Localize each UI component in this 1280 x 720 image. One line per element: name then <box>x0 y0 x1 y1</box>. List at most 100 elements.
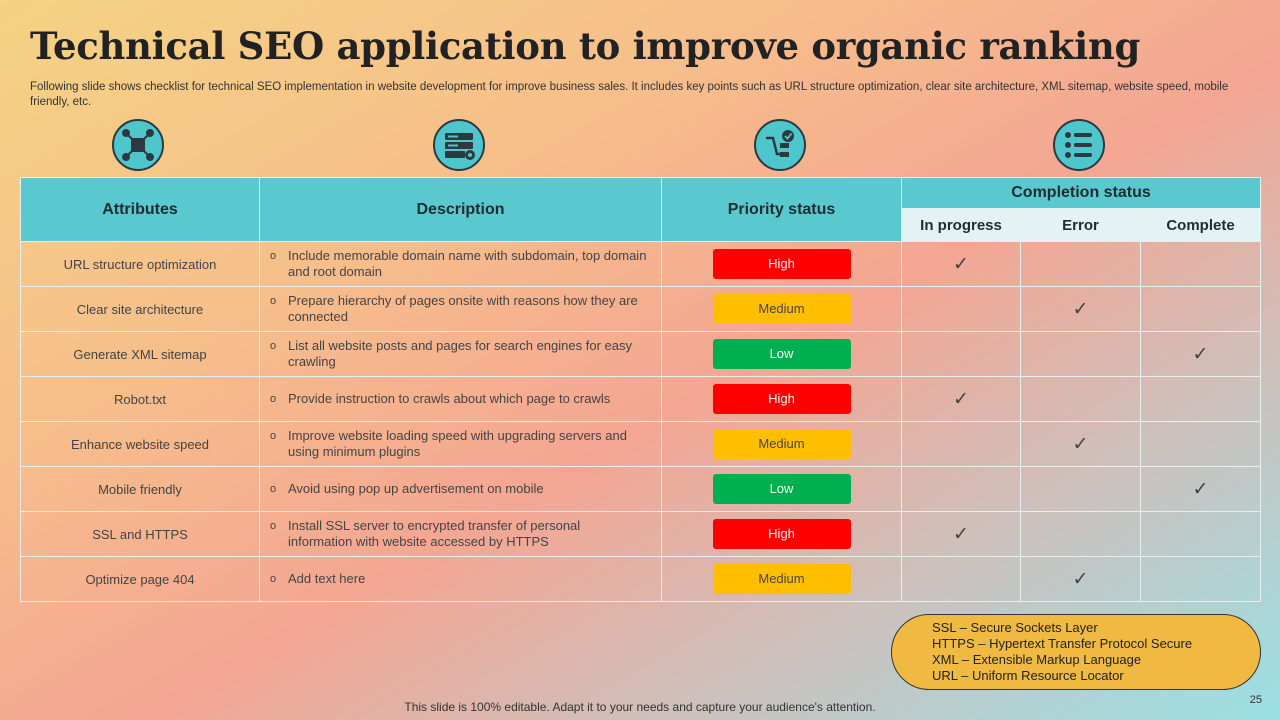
table-row: Clear site architecture o Prepare hierarch… <box>20 286 1262 332</box>
check-icon: ✓ <box>953 253 969 275</box>
header-completion-status: Completion status <box>900 177 1262 209</box>
priority-badge: Low <box>712 339 851 369</box>
attribute-cell: Clear site architecture <box>20 286 260 332</box>
priority-cell: High <box>661 511 902 557</box>
description-text: Prepare hierarchy of pages onsite with r… <box>288 293 638 324</box>
status-complete-cell <box>1139 286 1262 332</box>
header-in-progress: In progress <box>901 208 1021 242</box>
page-number: 25 <box>1249 694 1262 706</box>
status-error-cell <box>1020 241 1141 287</box>
status-complete-cell <box>1139 556 1262 602</box>
header-attributes: Attributes <box>20 177 260 242</box>
bullet-icon: o <box>270 295 277 307</box>
footer-note: This slide is 100% editable. Adapt it to… <box>404 700 876 714</box>
header-error: Error <box>1020 208 1141 242</box>
bullet-icon: o <box>270 520 277 532</box>
check-icon: ✓ <box>1072 568 1089 590</box>
bullet-icon: o <box>270 393 277 405</box>
priority-badge: Low <box>712 474 851 504</box>
check-icon: ✓ <box>1192 478 1209 500</box>
status-in-progress-cell <box>901 466 1021 512</box>
status-in-progress-cell: ✓ <box>901 241 1021 287</box>
bullet-icon: o <box>270 573 277 585</box>
status-complete-cell <box>1139 376 1262 422</box>
table-row: Enhance website speed o Improve website lo… <box>20 421 1262 467</box>
header-description: Description <box>259 177 662 242</box>
table-row: Optimize page 404 o Add text here Medium ✓ <box>20 556 1262 602</box>
attribute-cell: SSL and HTTPS <box>20 511 260 557</box>
priority-badge: High <box>712 249 851 279</box>
bullet-icon: o <box>270 340 277 352</box>
checklist-icon <box>1053 119 1105 171</box>
attribute-cell: Optimize page 404 <box>20 556 260 602</box>
table-row: URL structure optimization o Include memor… <box>20 241 1262 287</box>
table-row: Mobile friendly o Avoid using pop up adver… <box>20 466 1262 512</box>
description-cell: o Prepare hierarchy of pages onsite with … <box>259 286 662 332</box>
abbreviation-legend: SSL – Secure Sockets Layer HTTPS – Hyper… <box>891 614 1261 690</box>
description-text: Install SSL server to encrypted transfer… <box>288 518 581 549</box>
description-cell: o Improve website loading speed with upgr… <box>259 421 662 467</box>
status-error-cell <box>1020 331 1141 377</box>
description-text: Avoid using pop up advertisement on mobi… <box>288 481 544 496</box>
status-error-cell <box>1020 376 1141 422</box>
status-error-cell: ✓ <box>1020 556 1141 602</box>
legend-item: SSL – Secure Sockets Layer <box>932 620 1098 635</box>
table-row: SSL and HTTPS o Install SSL server to encr… <box>20 511 1262 557</box>
status-in-progress-cell: ✓ <box>901 376 1021 422</box>
description-cell: o Avoid using pop up advertisement on mob… <box>259 466 662 512</box>
page-title: Technical SEO application to improve org… <box>30 24 1141 68</box>
priority-cell: High <box>661 241 902 287</box>
check-icon: ✓ <box>1072 298 1089 320</box>
description-text: List all website posts and pages for sea… <box>288 338 632 369</box>
check-icon: ✓ <box>953 523 969 545</box>
status-complete-cell <box>1139 421 1262 467</box>
status-error-cell: ✓ <box>1020 286 1141 332</box>
legend-item: URL – Uniform Resource Locator <box>932 668 1124 683</box>
bullet-icon: o <box>270 430 277 442</box>
status-in-progress-cell <box>901 556 1021 602</box>
status-in-progress-cell <box>901 286 1021 332</box>
status-error-cell: ✓ <box>1020 421 1141 467</box>
status-in-progress-cell <box>901 421 1021 467</box>
description-cell: o Include memorable domain name with subd… <box>259 241 662 287</box>
legend-item: HTTPS – Hypertext Transfer Protocol Secu… <box>932 636 1193 651</box>
attribute-cell: URL structure optimization <box>20 241 260 287</box>
description-text: Provide instruction to crawls about whic… <box>288 391 611 406</box>
description-cell: o Install SSL server to encrypted transfe… <box>259 511 662 557</box>
status-in-progress-cell <box>901 331 1021 377</box>
check-icon: ✓ <box>1072 433 1089 455</box>
seo-checklist-table: Attributes Description Priority status C… <box>20 177 1262 602</box>
priority-badge: High <box>712 384 851 414</box>
page-subtitle: Following slide shows checklist for tech… <box>30 81 1229 108</box>
priority-badge: Medium <box>712 429 851 459</box>
bullet-icon: o <box>270 250 277 262</box>
status-error-cell <box>1020 466 1141 512</box>
header-complete: Complete <box>1139 208 1262 242</box>
priority-cell: Medium <box>661 421 902 467</box>
attribute-cell: Enhance website speed <box>20 421 260 467</box>
attribute-cell: Generate XML sitemap <box>20 331 260 377</box>
description-text: Add text here <box>288 571 366 586</box>
table-row: Robot.txt o Provide instruction to crawls … <box>20 376 1262 422</box>
priority-badge: Medium <box>712 564 851 594</box>
priority-cell: Low <box>661 331 902 377</box>
attribute-cell: Robot.txt <box>20 376 260 422</box>
priority-cell: High <box>661 376 902 422</box>
priority-cell: Low <box>661 466 902 512</box>
status-complete-cell: ✓ <box>1139 466 1262 512</box>
server-settings-icon <box>433 119 485 171</box>
check-icon: ✓ <box>953 388 969 410</box>
network-icon <box>112 119 164 171</box>
priority-badge: Medium <box>712 294 851 324</box>
description-cell: o List all website posts and pages for se… <box>259 331 662 377</box>
status-complete-cell <box>1139 511 1262 557</box>
check-icon: ✓ <box>1192 343 1209 365</box>
table-row: Generate XML sitemap o List all website po… <box>20 331 1262 377</box>
legend-item: XML – Extensible Markup Language <box>932 652 1142 667</box>
priority-cell: Medium <box>661 286 902 332</box>
bullet-icon: o <box>270 483 277 495</box>
status-complete-cell: ✓ <box>1139 331 1262 377</box>
priority-badge: High <box>712 519 851 549</box>
priority-cell: Medium <box>661 556 902 602</box>
description-cell: o Provide instruction to crawls about whi… <box>259 376 662 422</box>
